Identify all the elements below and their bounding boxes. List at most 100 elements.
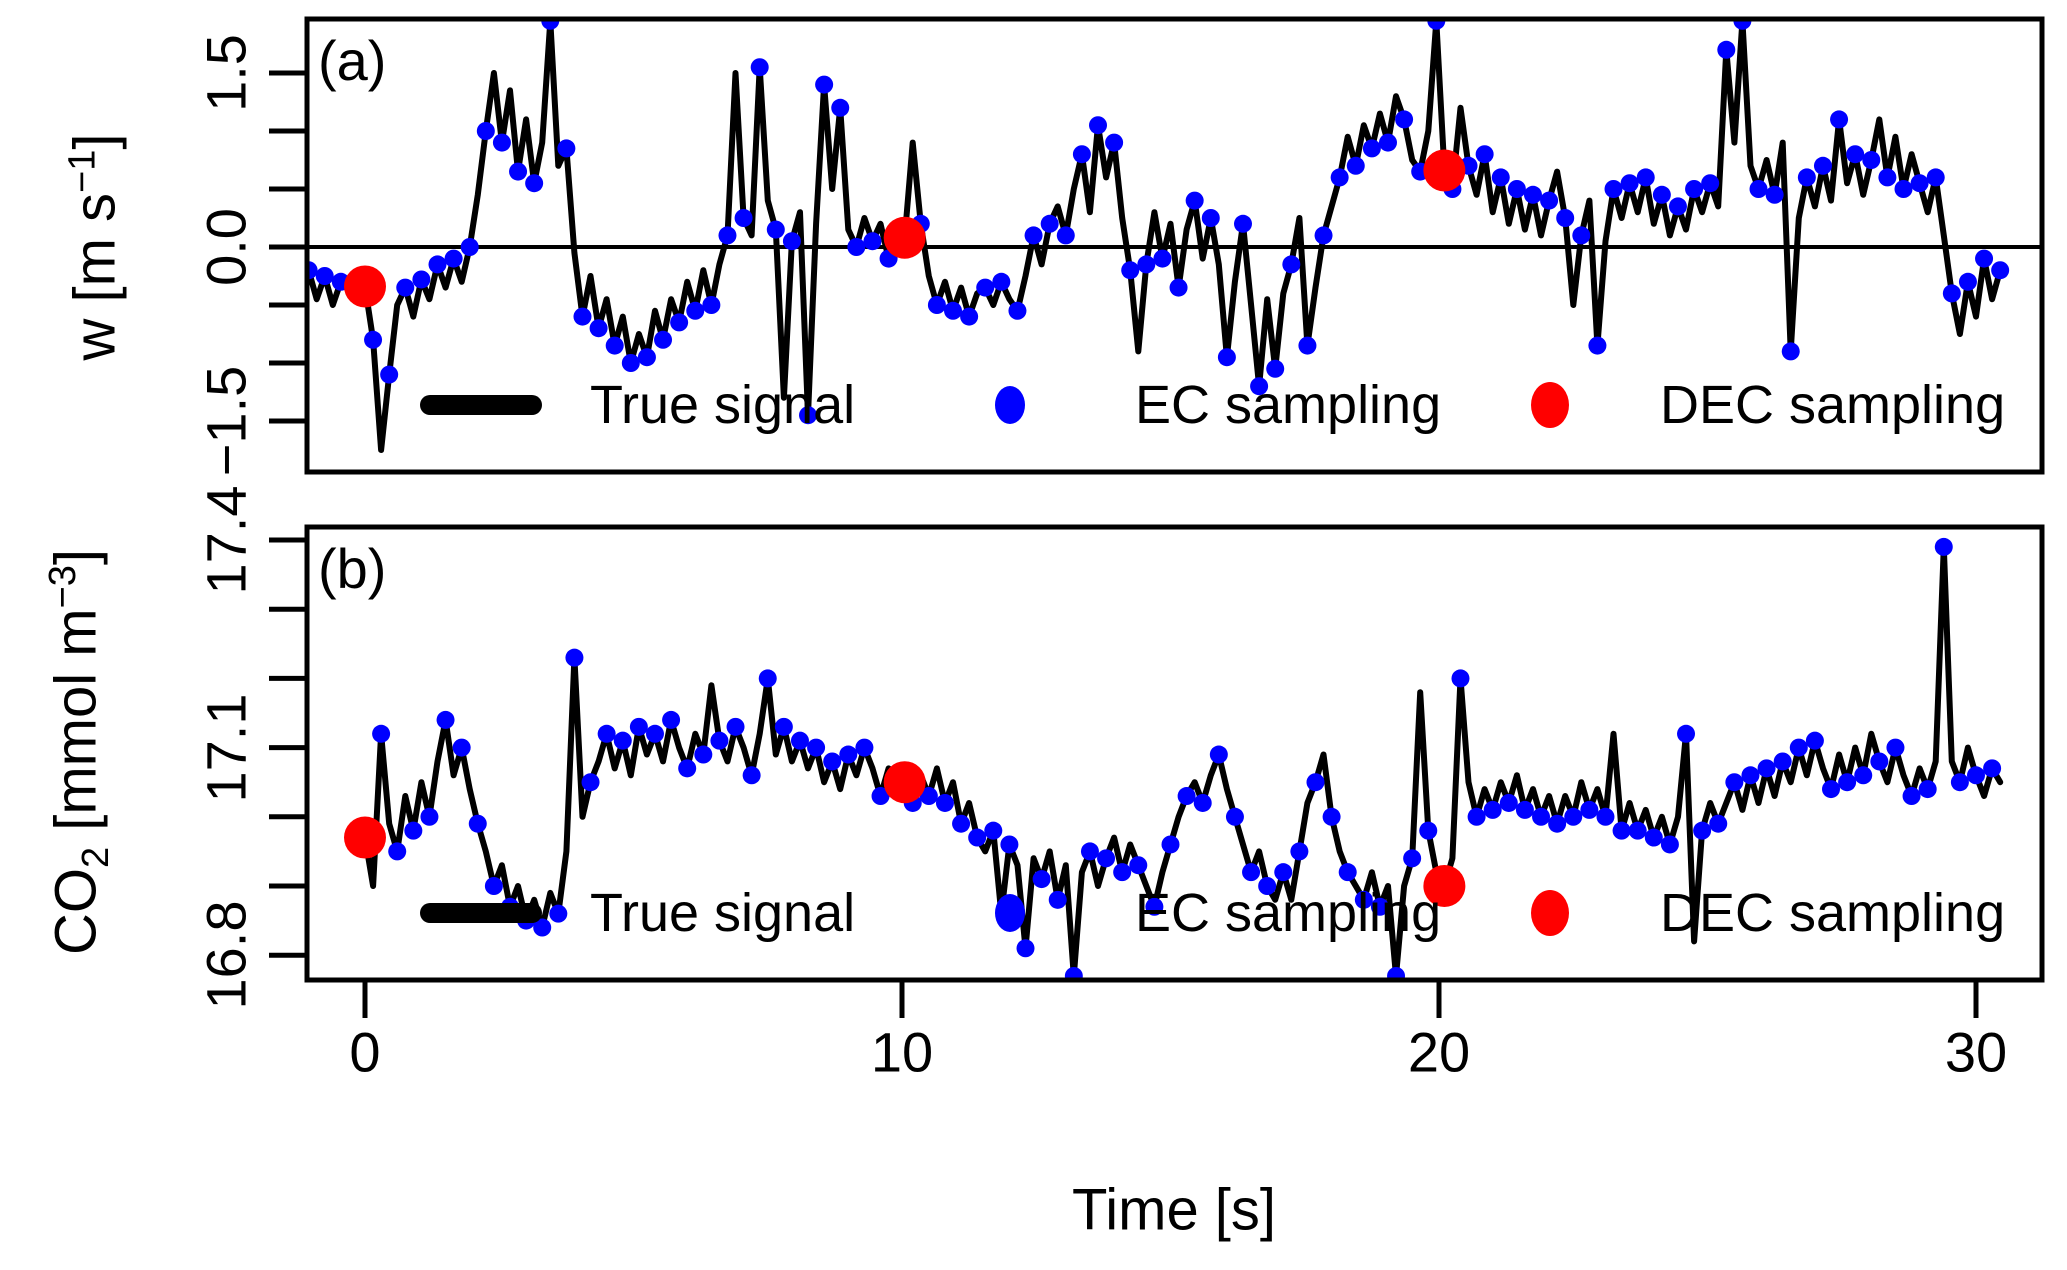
panel-b-ec-sample-dot — [1580, 800, 1599, 819]
panel-a-ec-sample-dot — [380, 365, 399, 384]
panel-a-ec-sample-dot — [1362, 139, 1381, 158]
panel-b-ec-sample-dot — [1209, 745, 1228, 764]
panel-b-ec-sample-dot — [1789, 738, 1808, 757]
panel-a-ec-sample-dot — [1830, 110, 1849, 129]
panel-b-ec-sample-dot — [533, 918, 552, 937]
panel-b-ec-sample-dot — [1129, 856, 1148, 875]
panel-a-ec-sample-dot — [718, 226, 737, 245]
panel-b-ec-sample-dot — [1113, 863, 1132, 882]
panel-b-ec-sample-dot — [1403, 849, 1422, 868]
panel-b-ec-sample-dot — [726, 717, 745, 736]
panel-a-ec-sample-dot — [1926, 168, 1945, 187]
panel-b-ec-sample-dot — [839, 745, 858, 764]
panel-b-ec-sample-dot — [1596, 807, 1615, 826]
panel-b-ec-sample-dot — [1145, 897, 1164, 916]
panel-a-ec-sample-dot — [1089, 116, 1108, 135]
true-signal-label: True signal — [590, 375, 856, 435]
panel-a-tag: (a) — [318, 29, 387, 92]
panel-a-ec-sample-dot — [1250, 377, 1269, 396]
panel-a-ec-sample-dot — [782, 232, 801, 251]
panel-a-y-title-post: ] — [62, 133, 128, 150]
ec-sampling-label: EC sampling — [1135, 883, 1442, 943]
panel-b-ec-sample-dot — [1499, 793, 1518, 812]
panel-a-ec-sample-dot — [1056, 226, 1075, 245]
x-axis-title: Time [s] — [1071, 1177, 1277, 1243]
panel-b-ec-sample-dot — [1934, 537, 1953, 556]
panel-a-ec-sample-dot — [1072, 145, 1091, 164]
panel-b-ec-sample-dot — [549, 904, 568, 923]
panel-b-y-tick-label: 16.8 — [194, 900, 258, 1010]
panel-b-y-tick-label: 17.4 — [194, 485, 258, 595]
panel-a-ec-sample-dot — [976, 278, 995, 297]
panel-a-ec-sample-dot — [1008, 301, 1027, 320]
panel-b-ec-sample-dot — [871, 787, 890, 806]
panel-a-ec-sample-dot — [1185, 191, 1204, 210]
panel-b-ec-sample-dot — [790, 731, 809, 750]
panel-b-ec-sample-dot — [597, 724, 616, 743]
panel-b-y-title-sup: −3 — [42, 565, 85, 609]
panel-a-ec-sample-dot — [927, 296, 946, 314]
panel-a-ec-sample-dot — [1765, 185, 1784, 204]
panel-a-ec-sample-dot — [460, 238, 479, 256]
panel-a-ec-sample-dot — [702, 296, 721, 314]
panel-a-dec-sample-dot — [344, 265, 386, 308]
panel-b-ec-sample-dot — [1548, 814, 1567, 833]
x-tick-label: 0 — [349, 1020, 381, 1084]
panel-a-true-signal-line — [307, 19, 2004, 453]
panel-a-ec-sample-dot — [1024, 226, 1043, 245]
panel-a-ec-sample-dot — [541, 19, 560, 30]
panel-a-ec-sample-dot — [1540, 191, 1559, 210]
panel-a-ec-sample-dot — [1701, 174, 1720, 193]
panel-a-ec-sample-dot — [799, 406, 818, 425]
panel-a-ec-sample-dot — [1797, 168, 1816, 187]
panel-b-ec-sample-dot — [404, 821, 423, 840]
x-tick-label: 20 — [1407, 1020, 1471, 1084]
panel-a-ec-sample-dot — [815, 75, 834, 94]
dec-sampling-dot-icon — [1531, 382, 1569, 428]
panel-b-ec-sample-dot — [1274, 863, 1293, 882]
panel-b-y-tick-label: 17.1 — [194, 693, 258, 803]
panel-a-ec-sample-dot — [1266, 359, 1285, 378]
panel-a-ec-sample-dot — [1620, 174, 1639, 193]
panel-a-ec-sample-dot — [1330, 168, 1349, 187]
panel-b-ec-sample-dot — [758, 669, 777, 688]
panel-b-y-title-sub: 2 — [74, 846, 117, 869]
x-tick-label: 10 — [870, 1020, 934, 1084]
ec-sampling-label: EC sampling — [1135, 375, 1442, 435]
panel-a-ec-sample-dot — [1685, 180, 1704, 198]
panel-a-dec-sample-dot — [883, 216, 926, 259]
panel-a-ec-sample-dot — [831, 98, 850, 117]
panel-a-ec-sample-dot — [1282, 255, 1301, 274]
panel-a-ec-sample-dot — [992, 272, 1011, 291]
panel-b-ec-sample-dot — [1628, 821, 1647, 840]
panel-b-y-title-post: ] — [43, 548, 109, 566]
panel-b-ec-sample-dot — [710, 731, 729, 750]
panel-b-ec-sample-dot — [1193, 793, 1212, 812]
panel-a-ec-sample-dot — [1604, 180, 1623, 198]
panel-b-ec-sample-dot — [1757, 759, 1776, 778]
panel-b-ec-sample-dot — [1854, 766, 1873, 785]
panel-b-ec-sample-dot — [1097, 849, 1116, 868]
panel-a-ec-sample-dot — [944, 301, 963, 320]
panel-b-ec-sample-dot — [1225, 807, 1244, 826]
panel-b-ec-sample-dot — [1354, 890, 1373, 909]
panel-a-ec-sample-dot — [476, 122, 495, 140]
panel-a-ec-sample-dot — [557, 139, 576, 158]
panel-a-ec-sample-dot — [1652, 185, 1671, 204]
panel-a-ec-sample-dot — [1781, 342, 1800, 361]
panel-a-ec-sample-dot — [492, 133, 511, 152]
panel-b-ec-sample-dot — [1032, 870, 1051, 889]
panel-b-ec-sample-dot — [1387, 966, 1406, 980]
panel-a-ec-sample-dot — [1894, 180, 1913, 198]
panel-b-ec-sample-dot — [1515, 800, 1534, 819]
panel-b-ec-sample-dot — [1838, 773, 1857, 792]
panel-b-ec-sample-dot — [1016, 939, 1035, 958]
panel-a-ec-sample-dot — [637, 348, 656, 367]
panel-b-ec-sample-dot — [1677, 724, 1696, 743]
panel-a-ec-sample-dot — [1958, 272, 1977, 291]
panel-b-dec-sample-dot — [883, 761, 926, 804]
panel-a-ec-sample-dot — [396, 278, 415, 297]
panel-b-tag: (b) — [318, 537, 387, 600]
x-tick-label: 30 — [1944, 1020, 2008, 1084]
